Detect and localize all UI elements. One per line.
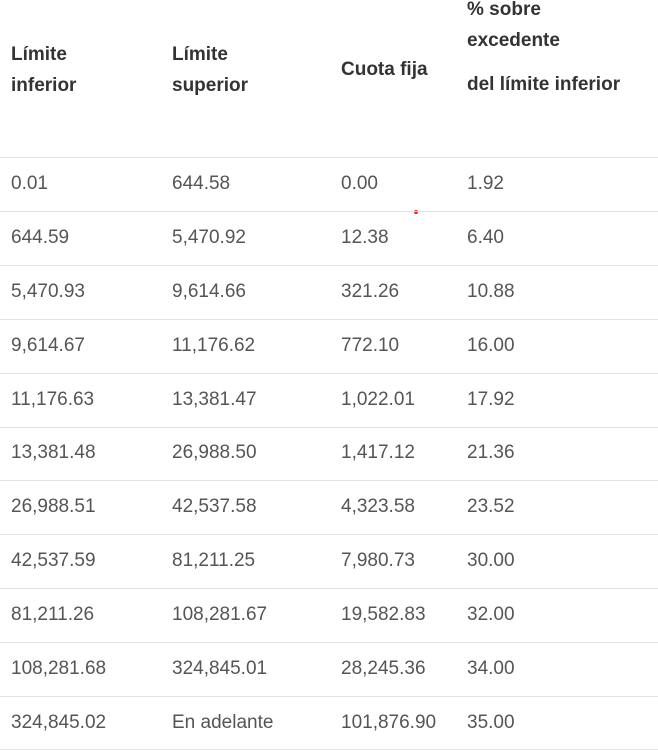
table-cell: 644.59 bbox=[11, 226, 70, 248]
table-cell: 12.38 bbox=[341, 226, 389, 248]
table-cell: 17.92 bbox=[467, 388, 515, 410]
table-cell: 5,470.93 bbox=[11, 280, 85, 302]
table-cell: 324,845.01 bbox=[172, 658, 268, 680]
table-cell: 35.00 bbox=[467, 711, 515, 733]
table-cell: 13,381.47 bbox=[172, 388, 257, 410]
row-divider bbox=[0, 642, 658, 644]
table-cell: 772.10 bbox=[341, 334, 400, 356]
table-cell: 13,381.48 bbox=[11, 442, 96, 464]
table-cell: 7,980.73 bbox=[341, 550, 415, 572]
row-divider bbox=[0, 210, 658, 212]
table-cell: 6.40 bbox=[467, 226, 504, 248]
table-cell: 1.92 bbox=[467, 172, 504, 194]
table-cell: 19,582.83 bbox=[341, 604, 426, 626]
table-cell: 26,988.50 bbox=[172, 442, 257, 464]
table-cell: 644.58 bbox=[172, 172, 231, 194]
table-cell: 10.88 bbox=[467, 280, 515, 302]
row-divider bbox=[0, 588, 658, 590]
table-cell: 26,988.51 bbox=[11, 496, 96, 518]
table-cell: 101,876.90 bbox=[341, 711, 437, 733]
table-cell: 32.00 bbox=[467, 604, 515, 626]
row-divider bbox=[0, 157, 658, 158]
row-divider bbox=[0, 696, 658, 697]
header-cell: % sobre excedente bbox=[467, 0, 560, 51]
table-cell: 9,614.66 bbox=[172, 280, 246, 302]
table-cell: 5,470.92 bbox=[172, 226, 246, 248]
row-divider bbox=[0, 264, 658, 266]
table-cell: 21.36 bbox=[467, 442, 515, 464]
row-divider bbox=[0, 426, 658, 428]
table-cell: 11,176.62 bbox=[172, 334, 256, 356]
table-cell: 1,022.01 bbox=[341, 388, 415, 410]
row-divider bbox=[0, 318, 658, 320]
row-divider bbox=[0, 480, 658, 482]
table-cell: 42,537.59 bbox=[11, 550, 96, 572]
table-cell: 28,245.36 bbox=[341, 658, 426, 680]
table-cell: 30.00 bbox=[467, 550, 515, 572]
table-cell: 34.00 bbox=[467, 658, 515, 680]
header-cell: del límite inferior bbox=[467, 74, 621, 95]
table-cell: 324,845.02 bbox=[11, 711, 107, 733]
header-cell: Cuota fija bbox=[341, 59, 428, 80]
table-cell: 108,281.67 bbox=[172, 604, 268, 626]
table-cell: 108,281.68 bbox=[11, 658, 107, 680]
table-cell: 81,211.25 bbox=[172, 550, 256, 572]
table-cell: 321.26 bbox=[341, 280, 400, 302]
table-cell: En adelante bbox=[172, 711, 274, 733]
header-cell: Límite superior bbox=[172, 44, 249, 96]
table-cell: 1,417.12 bbox=[341, 442, 415, 464]
row-divider bbox=[0, 372, 658, 374]
red-dot bbox=[414, 210, 418, 214]
table-cell: 42,537.58 bbox=[172, 496, 257, 518]
table-cell: 16.00 bbox=[467, 334, 515, 356]
table-cell: 81,211.26 bbox=[11, 604, 95, 626]
table-cell: 0.00 bbox=[341, 172, 378, 194]
table-cell: 0.01 bbox=[11, 172, 48, 194]
table-cell: 4,323.58 bbox=[341, 496, 415, 518]
table-cell: 23.52 bbox=[467, 496, 515, 518]
header-cell: Límite inferior bbox=[11, 44, 77, 96]
table-cell: 11,176.63 bbox=[11, 388, 95, 410]
row-divider bbox=[0, 534, 658, 536]
table-cell: 9,614.67 bbox=[11, 334, 85, 356]
